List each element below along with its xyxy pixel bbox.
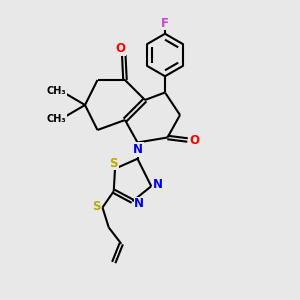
Text: N: N: [134, 197, 144, 210]
Text: N: N: [133, 143, 143, 156]
Text: O: O: [190, 134, 200, 146]
Text: CH₃: CH₃: [46, 114, 66, 124]
Text: O: O: [116, 42, 126, 55]
Text: F: F: [161, 17, 169, 30]
Text: S: S: [110, 157, 118, 170]
Text: N: N: [153, 178, 163, 191]
Text: CH₃: CH₃: [46, 86, 66, 96]
Text: S: S: [92, 200, 100, 213]
